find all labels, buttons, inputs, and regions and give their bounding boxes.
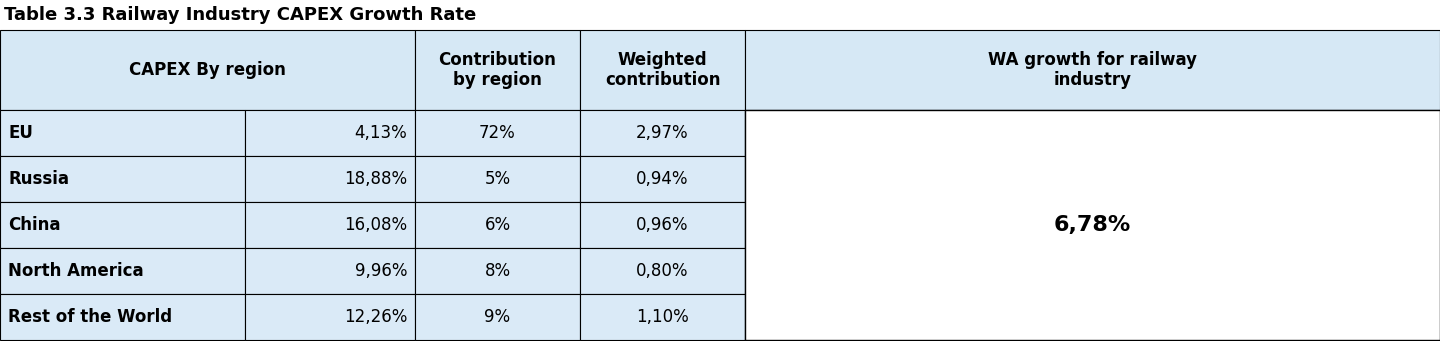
Text: 6,78%: 6,78% (1054, 215, 1132, 235)
Bar (0, 248, 245, 294)
Bar (415, 202, 580, 248)
Bar (0, 294, 245, 340)
Text: China: China (9, 216, 60, 234)
Bar (245, 294, 415, 340)
Text: 1,10%: 1,10% (636, 308, 688, 326)
Text: Weighted
contribution: Weighted contribution (605, 50, 720, 89)
Bar (580, 248, 744, 294)
Bar (415, 294, 580, 340)
Bar (744, 202, 1440, 248)
Text: 0,80%: 0,80% (636, 262, 688, 280)
Bar (415, 156, 580, 202)
Text: 12,26%: 12,26% (344, 308, 408, 326)
Bar (245, 110, 415, 156)
Text: 6%: 6% (484, 216, 511, 234)
Bar (415, 110, 580, 156)
Bar (0, 202, 245, 248)
Text: North America: North America (9, 262, 144, 280)
Text: CAPEX By region: CAPEX By region (130, 61, 287, 79)
Bar (744, 110, 1440, 156)
Text: 72%: 72% (480, 124, 516, 142)
Bar (245, 202, 415, 248)
Bar (580, 294, 744, 340)
Text: Russia: Russia (9, 170, 69, 188)
Bar (744, 248, 1440, 294)
Text: 9,96%: 9,96% (354, 262, 408, 280)
Bar (744, 294, 1440, 340)
Bar (415, 248, 580, 294)
Bar (0, 30, 415, 110)
Text: 16,08%: 16,08% (344, 216, 408, 234)
Text: Rest of the World: Rest of the World (9, 308, 173, 326)
Bar (0, 110, 245, 156)
Bar (415, 30, 580, 110)
Text: Table 3.3 Railway Industry CAPEX Growth Rate: Table 3.3 Railway Industry CAPEX Growth … (4, 6, 477, 24)
Bar (245, 248, 415, 294)
Text: Contribution
by region: Contribution by region (439, 50, 556, 89)
Text: 2,97%: 2,97% (636, 124, 688, 142)
Bar (744, 110, 1440, 340)
Bar (744, 30, 1440, 110)
Text: 8%: 8% (484, 262, 511, 280)
Text: EU: EU (9, 124, 33, 142)
Bar (744, 156, 1440, 202)
Bar (0, 156, 245, 202)
Text: 5%: 5% (484, 170, 511, 188)
Bar (580, 156, 744, 202)
Bar (580, 30, 744, 110)
Text: WA growth for railway
industry: WA growth for railway industry (988, 50, 1197, 89)
Text: 18,88%: 18,88% (344, 170, 408, 188)
Bar (580, 202, 744, 248)
Bar (245, 156, 415, 202)
Text: 9%: 9% (484, 308, 511, 326)
Text: 0,94%: 0,94% (636, 170, 688, 188)
Text: 0,96%: 0,96% (636, 216, 688, 234)
Bar (580, 110, 744, 156)
Text: 4,13%: 4,13% (354, 124, 408, 142)
